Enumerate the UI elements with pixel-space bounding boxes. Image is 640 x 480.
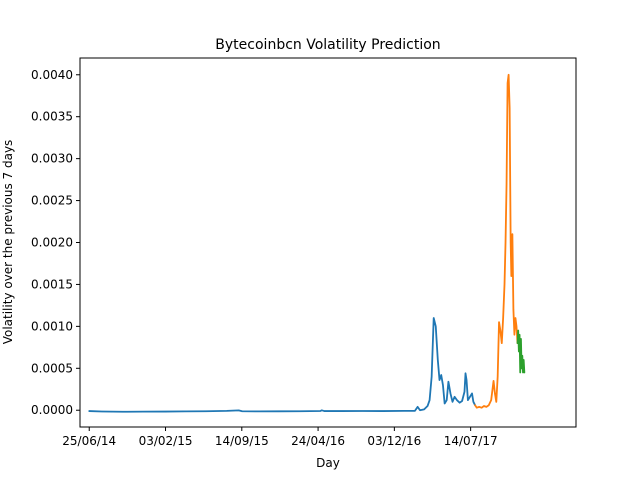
- y-tick-label: 0.0015: [31, 277, 73, 291]
- series-line-2: [474, 73, 519, 409]
- y-tick-label: 0.0025: [31, 194, 73, 208]
- y-axis-label: Volatility over the previous 7 days: [1, 140, 15, 345]
- plot-frame: [79, 57, 577, 428]
- series-line-3: [516, 329, 526, 374]
- tick-layer: 25/06/14 03/02/15 14/09/15 24/04/16 03/12/16…: [31, 68, 498, 448]
- y-tick-label: 0.0040: [31, 68, 73, 82]
- chart-title: Bytecoinbcn Volatility Prediction: [215, 37, 440, 53]
- y-tick-label: 0.0020: [31, 236, 73, 250]
- y-tick-label: 0.0035: [31, 110, 73, 124]
- y-tick-label: 0.0030: [31, 152, 73, 166]
- x-tick-label: 14/07/17: [444, 434, 498, 448]
- y-tick-label: 0.0005: [31, 361, 73, 375]
- x-tick-label: 03/02/15: [139, 434, 193, 448]
- y-tick-label: 0.0010: [31, 319, 73, 333]
- x-axis-label: Day: [316, 456, 340, 470]
- series-layer: [88, 73, 526, 413]
- series-line-1: [88, 317, 476, 413]
- x-tick-label: 14/09/15: [215, 434, 269, 448]
- x-tick-label: 24/04/16: [291, 434, 345, 448]
- x-tick-label: 25/06/14: [62, 434, 116, 448]
- y-tick-label: 0.0000: [31, 403, 73, 417]
- x-tick-label: 03/12/16: [367, 434, 421, 448]
